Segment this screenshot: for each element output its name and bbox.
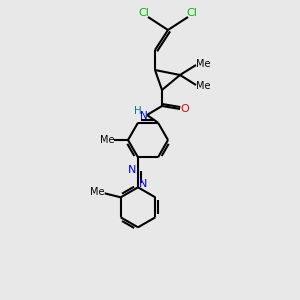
Text: Cl: Cl [139, 8, 149, 18]
Text: H: H [134, 106, 142, 116]
Text: O: O [181, 104, 189, 114]
Text: Me: Me [196, 81, 210, 91]
Text: Me: Me [90, 187, 105, 197]
Text: Cl: Cl [187, 8, 197, 18]
Text: N: N [128, 165, 136, 175]
Text: Me: Me [100, 135, 114, 145]
Text: Me: Me [196, 59, 210, 69]
Text: N: N [139, 179, 147, 189]
Text: N: N [140, 111, 148, 121]
